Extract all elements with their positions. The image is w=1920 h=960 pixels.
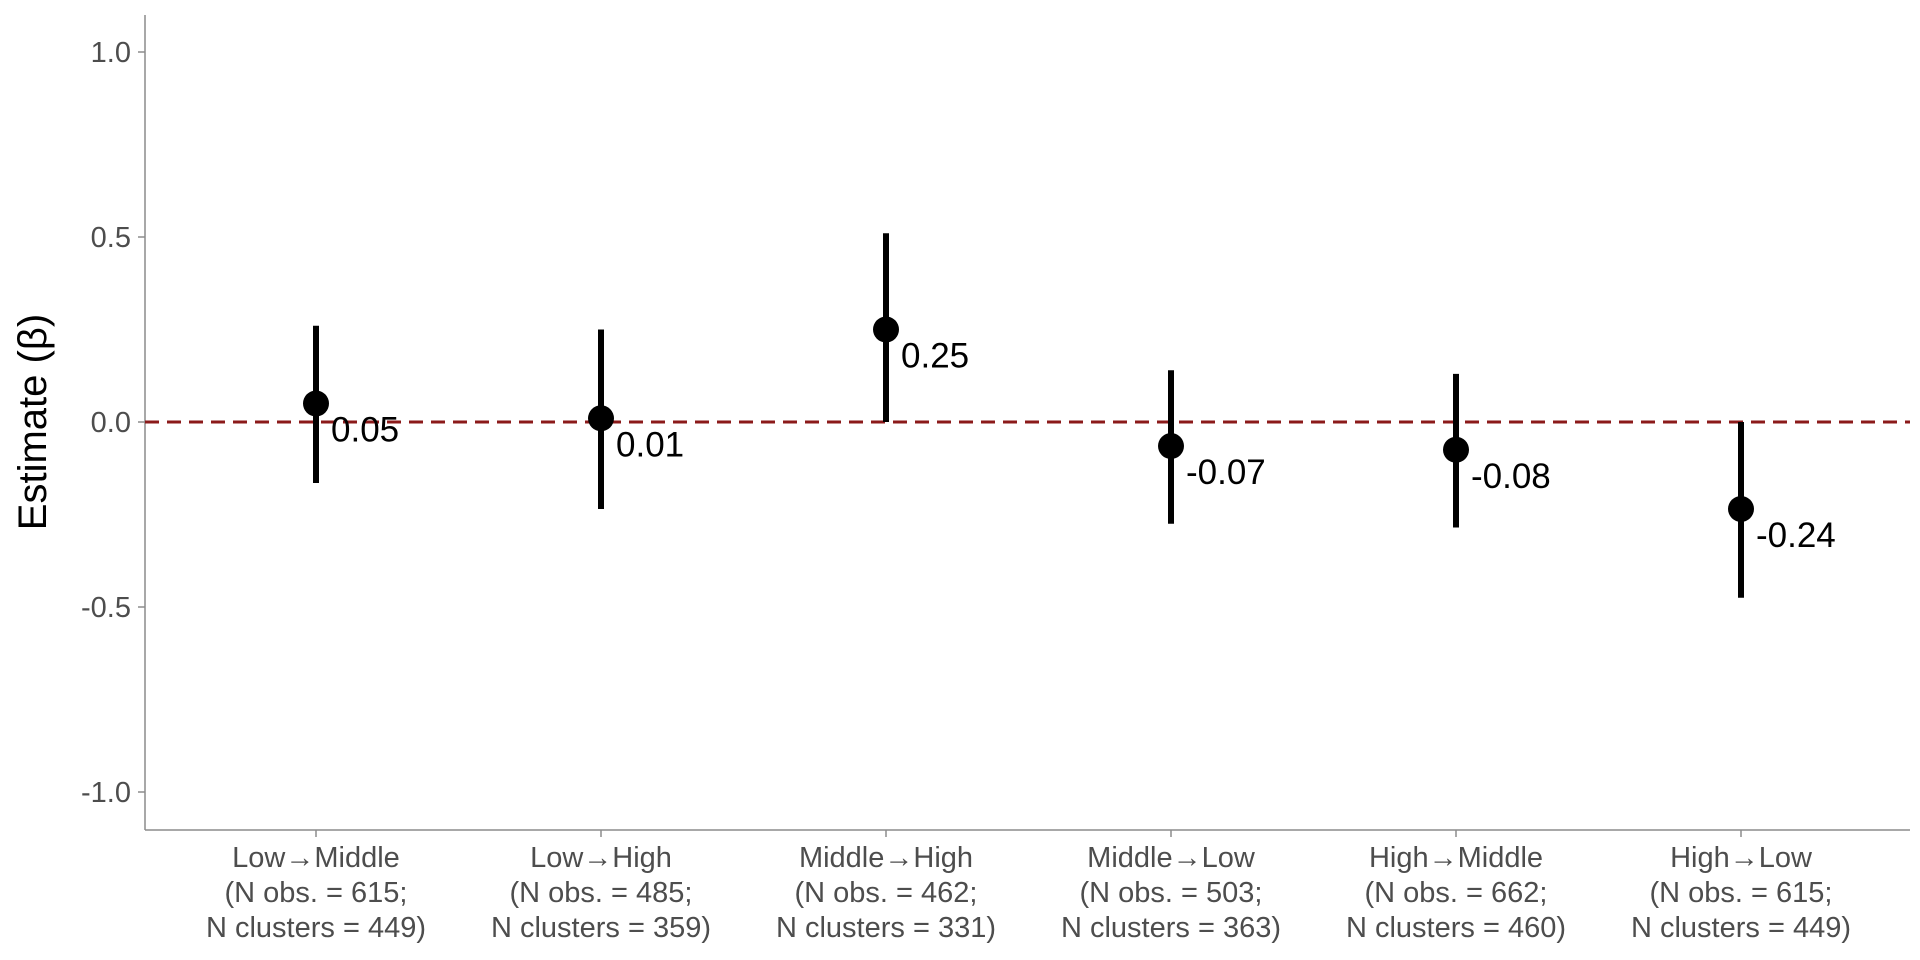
y-tick-label: 0.0 <box>91 407 131 439</box>
x-tick-clusters: N clusters = 363) <box>1061 912 1281 944</box>
x-tick-label: Low→Middle <box>232 842 400 874</box>
value-label: 0.05 <box>331 411 399 450</box>
x-tick-clusters: N clusters = 449) <box>1631 912 1851 944</box>
x-tick-obs: (N obs. = 462; <box>795 877 978 909</box>
value-label: -0.08 <box>1471 457 1551 496</box>
point-estimate <box>873 316 899 343</box>
x-tick-obs: (N obs. = 615; <box>225 877 408 909</box>
value-label: 0.25 <box>901 337 969 376</box>
x-tick-label: Middle→High <box>799 842 973 874</box>
x-tick-obs: (N obs. = 662; <box>1365 877 1548 909</box>
point-estimate <box>1728 495 1754 522</box>
point-estimate <box>1443 436 1469 463</box>
x-tick-clusters: N clusters = 359) <box>491 912 711 944</box>
point-estimate <box>303 390 329 417</box>
y-axis-ticks: 1.0 0.5 0.0 -0.5 -1.0 <box>81 37 145 809</box>
x-tick-label: Low→High <box>530 842 672 874</box>
x-tick-obs: (N obs. = 503; <box>1080 877 1263 909</box>
x-axis-categories: Low→Middle(N obs. = 615;N clusters = 449… <box>206 830 1851 944</box>
point-estimate <box>588 405 614 432</box>
x-tick-label: High→Low <box>1670 842 1813 874</box>
y-tick-label: 0.5 <box>91 222 131 254</box>
y-tick-label: -0.5 <box>81 592 131 624</box>
x-tick-label: Middle→Low <box>1087 842 1256 874</box>
y-axis-label: Estimate (β) <box>11 314 55 530</box>
x-tick-clusters: N clusters = 331) <box>776 912 996 944</box>
x-tick-obs: (N obs. = 615; <box>1650 877 1833 909</box>
x-tick-clusters: N clusters = 460) <box>1346 912 1566 944</box>
value-label: -0.07 <box>1186 453 1266 492</box>
x-tick-obs: (N obs. = 485; <box>510 877 693 909</box>
value-label: 0.01 <box>616 425 684 464</box>
estimate-marks: 0.05 0.01 0.25 -0.07 -0.08 -0.24 <box>303 233 1836 598</box>
point-estimate <box>1158 433 1184 460</box>
x-tick-clusters: N clusters = 449) <box>206 912 426 944</box>
value-label: -0.24 <box>1756 516 1836 555</box>
x-tick-label: High→Middle <box>1369 842 1543 874</box>
y-tick-label: 1.0 <box>91 37 131 69</box>
y-tick-label: -1.0 <box>81 777 131 809</box>
